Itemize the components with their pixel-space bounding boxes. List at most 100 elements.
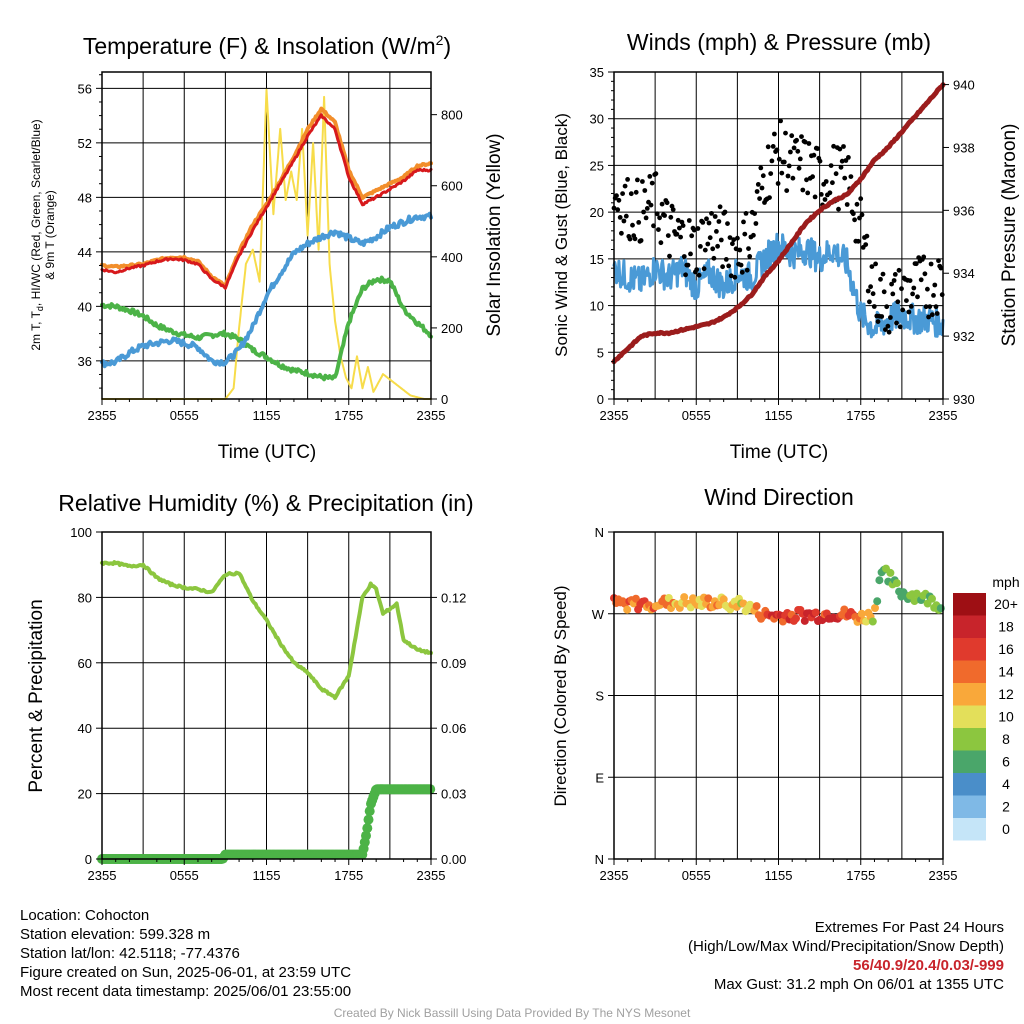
gust-point — [929, 312, 935, 318]
precip-point — [361, 830, 371, 841]
x-tick-label: 2355 — [929, 868, 958, 883]
gust-point — [778, 118, 783, 124]
gust-point — [686, 218, 692, 223]
gust-point — [796, 165, 802, 171]
gust-point — [683, 272, 688, 278]
gust-point — [651, 223, 656, 229]
x-tick-label: 1155 — [253, 868, 281, 883]
gust-point — [747, 254, 753, 259]
humidity-panel-title: Relative Humidity (%) & Precipitation (i… — [58, 490, 473, 516]
x-tick-label: 2355 — [88, 868, 117, 883]
gust-point — [927, 304, 933, 309]
y-tick-label: 10 — [590, 299, 604, 314]
gust-point — [934, 311, 940, 316]
direction-point — [875, 576, 884, 585]
gust-point — [879, 314, 885, 319]
latest-data-timestamp: Most recent data timestamp: 2025/06/01 2… — [20, 983, 352, 1000]
gust-point — [788, 149, 793, 155]
gust-point — [799, 134, 804, 140]
gust-point — [659, 201, 665, 207]
gust-point — [716, 219, 722, 224]
gust-point — [722, 209, 728, 215]
legend-swatch — [953, 818, 986, 841]
y-tick-label: W — [592, 607, 605, 622]
gust-point — [665, 233, 671, 239]
gust-point — [720, 264, 725, 270]
y2-tick-label: 936 — [953, 203, 975, 218]
gust-point — [641, 209, 646, 215]
direction-point — [631, 594, 640, 603]
gust-point — [797, 156, 803, 162]
gust-point — [625, 177, 630, 182]
gust-point — [794, 137, 799, 143]
extremes-info: Extremes For Past 24 Hours (High/Low/Max… — [688, 918, 1004, 994]
gust-point — [757, 196, 762, 202]
legend-swatch — [953, 660, 986, 683]
gust-point — [742, 231, 748, 237]
gust-point — [741, 219, 746, 225]
gust-point — [881, 289, 887, 295]
gust-point — [727, 235, 733, 241]
y-tick-label: 30 — [590, 112, 604, 127]
gust-point — [910, 291, 915, 297]
gust-point — [833, 171, 839, 177]
y2-tick-label: 930 — [953, 392, 975, 407]
gust-point — [712, 214, 718, 219]
legend-label: 12 — [998, 686, 1014, 702]
gust-point — [616, 197, 622, 203]
gust-point — [922, 271, 928, 277]
y2-tick-label: 938 — [953, 140, 975, 155]
gust-point — [701, 266, 707, 272]
station-elevation: Station elevation: 599.328 m — [20, 926, 211, 943]
wind-direction-panel: Wind Direction 2355 0555 1155 1755 2355NWSEN… — [551, 484, 1020, 883]
gust-point — [844, 202, 850, 207]
gust-point — [644, 206, 650, 211]
gust-point — [620, 191, 625, 197]
gust-point — [806, 141, 812, 146]
gust-point — [751, 232, 756, 238]
gust-point — [908, 304, 914, 309]
gust-point — [802, 139, 808, 145]
direction-point — [873, 597, 882, 606]
y-tick-label: 44 — [78, 245, 92, 260]
legend-swatch — [953, 750, 986, 773]
gust-point — [681, 254, 687, 259]
direction-point — [719, 595, 728, 604]
y2-tick-label: 800 — [441, 108, 463, 123]
gust-point — [894, 320, 899, 326]
y-tick-label: 60 — [78, 656, 92, 671]
gust-point — [726, 263, 732, 269]
gust-point — [744, 267, 750, 273]
gust-point — [706, 220, 712, 226]
gust-point — [837, 146, 843, 152]
gust-point — [614, 193, 619, 199]
wind-direction-panel-title: Wind Direction — [704, 484, 854, 510]
winds-x-axis-label: Time (UTC) — [730, 442, 829, 463]
direction-point — [715, 601, 724, 609]
humidity-y-axis-label: Percent & Precipitation — [26, 599, 47, 792]
x-tick-label: 0555 — [682, 868, 711, 883]
y-tick-label: 36 — [78, 354, 92, 369]
y-tick-label: N — [595, 852, 604, 867]
gust-point — [776, 156, 782, 162]
gust-point — [638, 238, 644, 243]
gust-point — [789, 133, 795, 139]
gust-point — [823, 179, 829, 184]
gust-point — [643, 215, 649, 221]
gust-point — [875, 319, 881, 324]
gust-point — [653, 171, 659, 177]
gust-point — [892, 272, 898, 277]
gust-point — [648, 202, 654, 208]
gust-point — [906, 309, 912, 315]
gust-point — [923, 304, 929, 310]
y2-tick-label: 0.00 — [441, 852, 466, 867]
gust-point — [811, 152, 817, 158]
gust-point — [758, 165, 764, 171]
gust-point — [931, 293, 936, 298]
gust-point — [675, 217, 681, 223]
gust-point — [846, 155, 851, 160]
gust-point — [827, 190, 833, 196]
gust-point — [772, 131, 777, 137]
direction-point — [928, 594, 936, 603]
x-tick-label: 2355 — [417, 868, 446, 883]
